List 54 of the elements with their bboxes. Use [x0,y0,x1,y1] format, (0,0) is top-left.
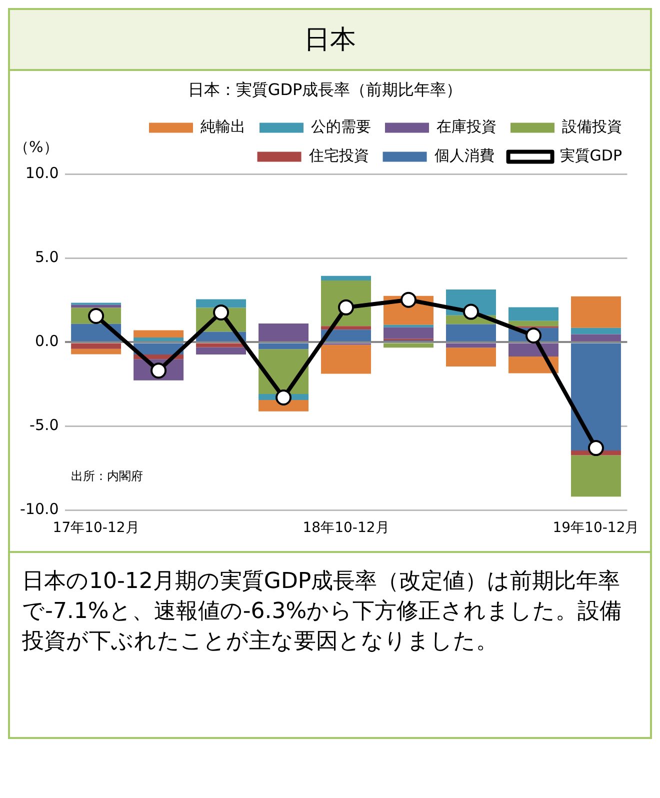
chart-title: 日本 [10,10,650,71]
point [525,327,542,344]
point [462,304,479,320]
bar [321,330,372,342]
bar [384,324,434,328]
bar [508,307,558,321]
annotation: 出所：内閣府 [70,469,143,484]
point [276,389,292,406]
text: 日本の10-12月期の実質GDP成長率（改定値）は前期比年率で-7.1%と、速報値の-6.3%から下方修正されました。設備投資が下ぶれたことが主な要因となりました。 [21,568,623,656]
bar [134,337,184,342]
bar [570,455,621,497]
y-tick-label: -10.0 [20,500,59,518]
bar [258,324,309,342]
bar [508,343,558,356]
legend-label: 公的需要 [311,118,371,136]
bar [570,343,621,451]
bar [196,347,246,354]
chart-subtitle: 日本：実質GDP成長率（前期比年率） [188,80,462,99]
bar [446,324,496,342]
bar [446,348,496,367]
point [400,292,417,308]
bar [258,343,309,350]
bar [321,344,372,374]
bar [384,343,434,348]
legend-label: 設備投資 [562,118,622,136]
point [88,308,104,324]
x-tick-label: 19年10-12月 [552,520,640,536]
point [588,440,604,456]
y-axis-title: （%） [14,138,58,156]
bar [508,320,558,326]
bar [570,328,621,334]
y-tick-label: 5.0 [34,248,59,266]
bar [570,334,621,342]
x-tick-label: 18年10-12月 [302,520,390,536]
y-tick-label: 0.0 [34,332,59,350]
bar [570,296,621,328]
bar [321,276,372,281]
bar [71,348,122,354]
bar [196,343,246,348]
x-tick-label: 17年10-12月 [52,520,140,536]
bar [508,356,558,374]
bar [446,343,496,348]
bar [134,330,184,338]
legend-label: 純輸出 [200,118,246,136]
bar [71,343,122,349]
legend-label: 住宅投資 [308,146,369,165]
bar [384,327,434,339]
bar [196,299,246,308]
y-tick-label: -5.0 [30,416,59,434]
legend-label: 在庫投資 [436,118,496,136]
legend-label: 実質GDP [560,146,622,165]
y-tick-label: 10.0 [25,164,59,182]
bar [71,304,122,308]
legend-label: 個人消費 [434,146,494,165]
